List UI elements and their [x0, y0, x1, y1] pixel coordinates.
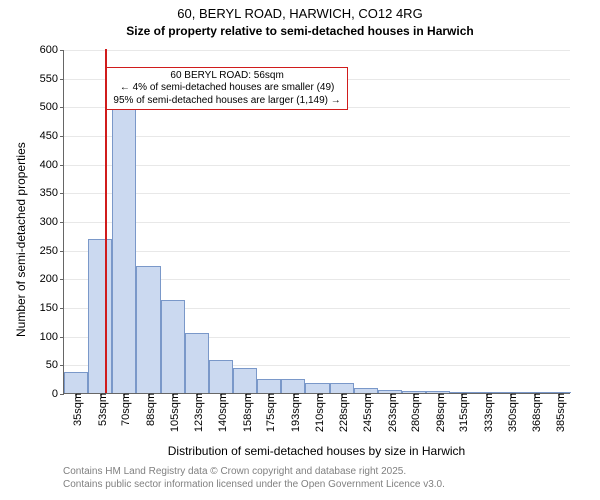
x-tick-label: 385sqm [551, 393, 567, 432]
y-tick-label: 150 [40, 302, 64, 314]
x-tick-label: 140sqm [213, 393, 229, 432]
y-tick-label: 550 [40, 73, 64, 85]
footer-line2: Contains public sector information licen… [63, 479, 445, 492]
x-tick-label: 105sqm [165, 393, 181, 432]
plot-area: 05010015020025030035040045050055060035sq… [63, 50, 570, 394]
x-tick-label: 333sqm [479, 393, 495, 432]
x-tick-label: 35sqm [68, 393, 84, 426]
gridline [64, 251, 570, 252]
y-tick-label: 50 [46, 359, 64, 371]
gridline [64, 50, 570, 51]
histogram-bar [209, 360, 233, 393]
histogram-bar [64, 372, 88, 393]
x-tick-label: 280sqm [406, 393, 422, 432]
histogram-bar [185, 333, 209, 393]
histogram-bar [281, 379, 305, 393]
annotation-line: 60 BERYL ROAD: 56sqm [113, 70, 340, 83]
y-tick-label: 350 [40, 187, 64, 199]
x-tick-label: 158sqm [238, 393, 254, 432]
gridline [64, 193, 570, 194]
y-tick-label: 0 [52, 388, 64, 400]
attribution-footer: Contains HM Land Registry data © Crown c… [63, 466, 445, 491]
x-tick-label: 228sqm [334, 393, 350, 432]
y-tick-label: 400 [40, 159, 64, 171]
annotation-box: 60 BERYL ROAD: 56sqm← 4% of semi-detache… [106, 67, 347, 111]
x-tick-label: 263sqm [383, 393, 399, 432]
x-tick-label: 193sqm [286, 393, 302, 432]
gridline [64, 222, 570, 223]
histogram-bar [112, 108, 136, 393]
chart-title-line2: Size of property relative to semi-detach… [0, 24, 600, 38]
x-tick-label: 245sqm [358, 393, 374, 432]
x-tick-label: 315sqm [454, 393, 470, 432]
histogram-bar [305, 383, 329, 393]
x-tick-label: 298sqm [431, 393, 447, 432]
x-axis-label: Distribution of semi-detached houses by … [63, 444, 570, 458]
gridline [64, 165, 570, 166]
x-tick-label: 123sqm [189, 393, 205, 432]
x-tick-label: 350sqm [503, 393, 519, 432]
annotation-line: ← 4% of semi-detached houses are smaller… [113, 82, 340, 95]
y-tick-label: 450 [40, 130, 64, 142]
histogram-bar [161, 300, 185, 393]
histogram-bar [88, 239, 112, 393]
x-tick-label: 70sqm [116, 393, 132, 426]
y-tick-label: 600 [40, 44, 64, 56]
y-axis-label: Number of semi-detached properties [14, 142, 28, 337]
gridline [64, 136, 570, 137]
x-tick-label: 210sqm [310, 393, 326, 432]
y-tick-label: 100 [40, 331, 64, 343]
annotation-line: 95% of semi-detached houses are larger (… [113, 95, 340, 108]
chart-root: 60, BERYL ROAD, HARWICH, CO12 4RG Size o… [0, 0, 600, 500]
y-tick-label: 200 [40, 273, 64, 285]
y-tick-label: 250 [40, 245, 64, 257]
histogram-bar [233, 368, 257, 393]
histogram-bar [257, 379, 281, 393]
footer-line1: Contains HM Land Registry data © Crown c… [63, 466, 445, 479]
x-tick-label: 368sqm [527, 393, 543, 432]
y-tick-label: 300 [40, 216, 64, 228]
y-tick-label: 500 [40, 101, 64, 113]
x-tick-label: 53sqm [93, 393, 109, 426]
x-tick-label: 88sqm [141, 393, 157, 426]
chart-title-line1: 60, BERYL ROAD, HARWICH, CO12 4RG [0, 6, 600, 21]
x-tick-label: 175sqm [261, 393, 277, 432]
histogram-bar [136, 266, 160, 393]
histogram-bar [330, 383, 354, 393]
